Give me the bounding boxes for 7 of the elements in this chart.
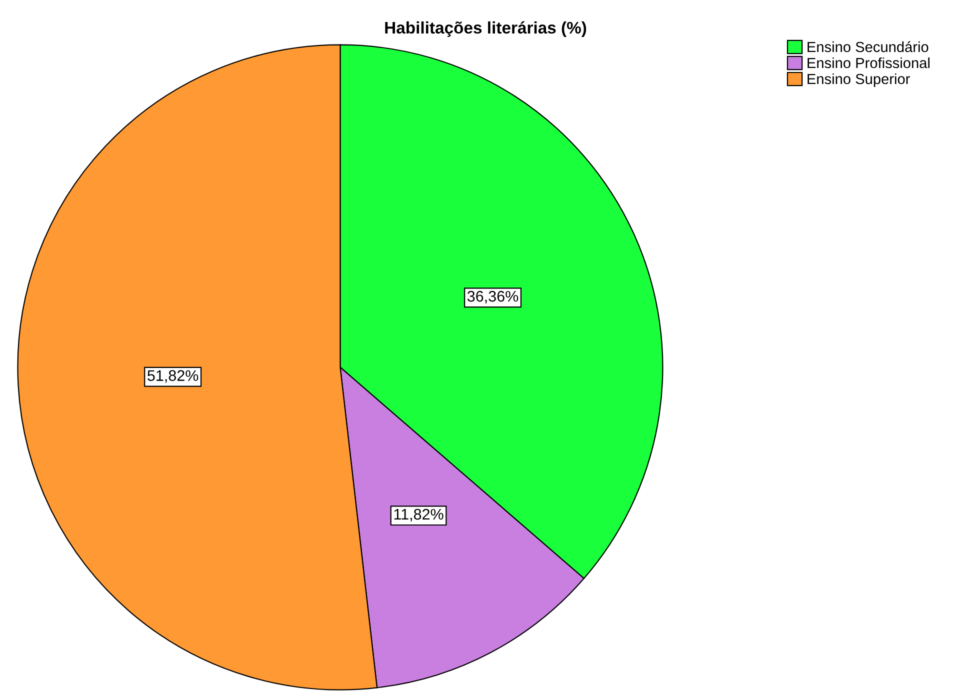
- data-label: 51,82%: [148, 370, 198, 383]
- legend-label: Ensino Profissional: [808, 57, 930, 68]
- chart-title: Habilitações literárias (%): [385, 21, 586, 37]
- legend-label: Ensino Secundário: [808, 41, 928, 52]
- data-label: 11,82%: [394, 508, 444, 522]
- data-label: 36,36%: [467, 290, 518, 304]
- legend-label: Ensino Superior: [808, 73, 910, 88]
